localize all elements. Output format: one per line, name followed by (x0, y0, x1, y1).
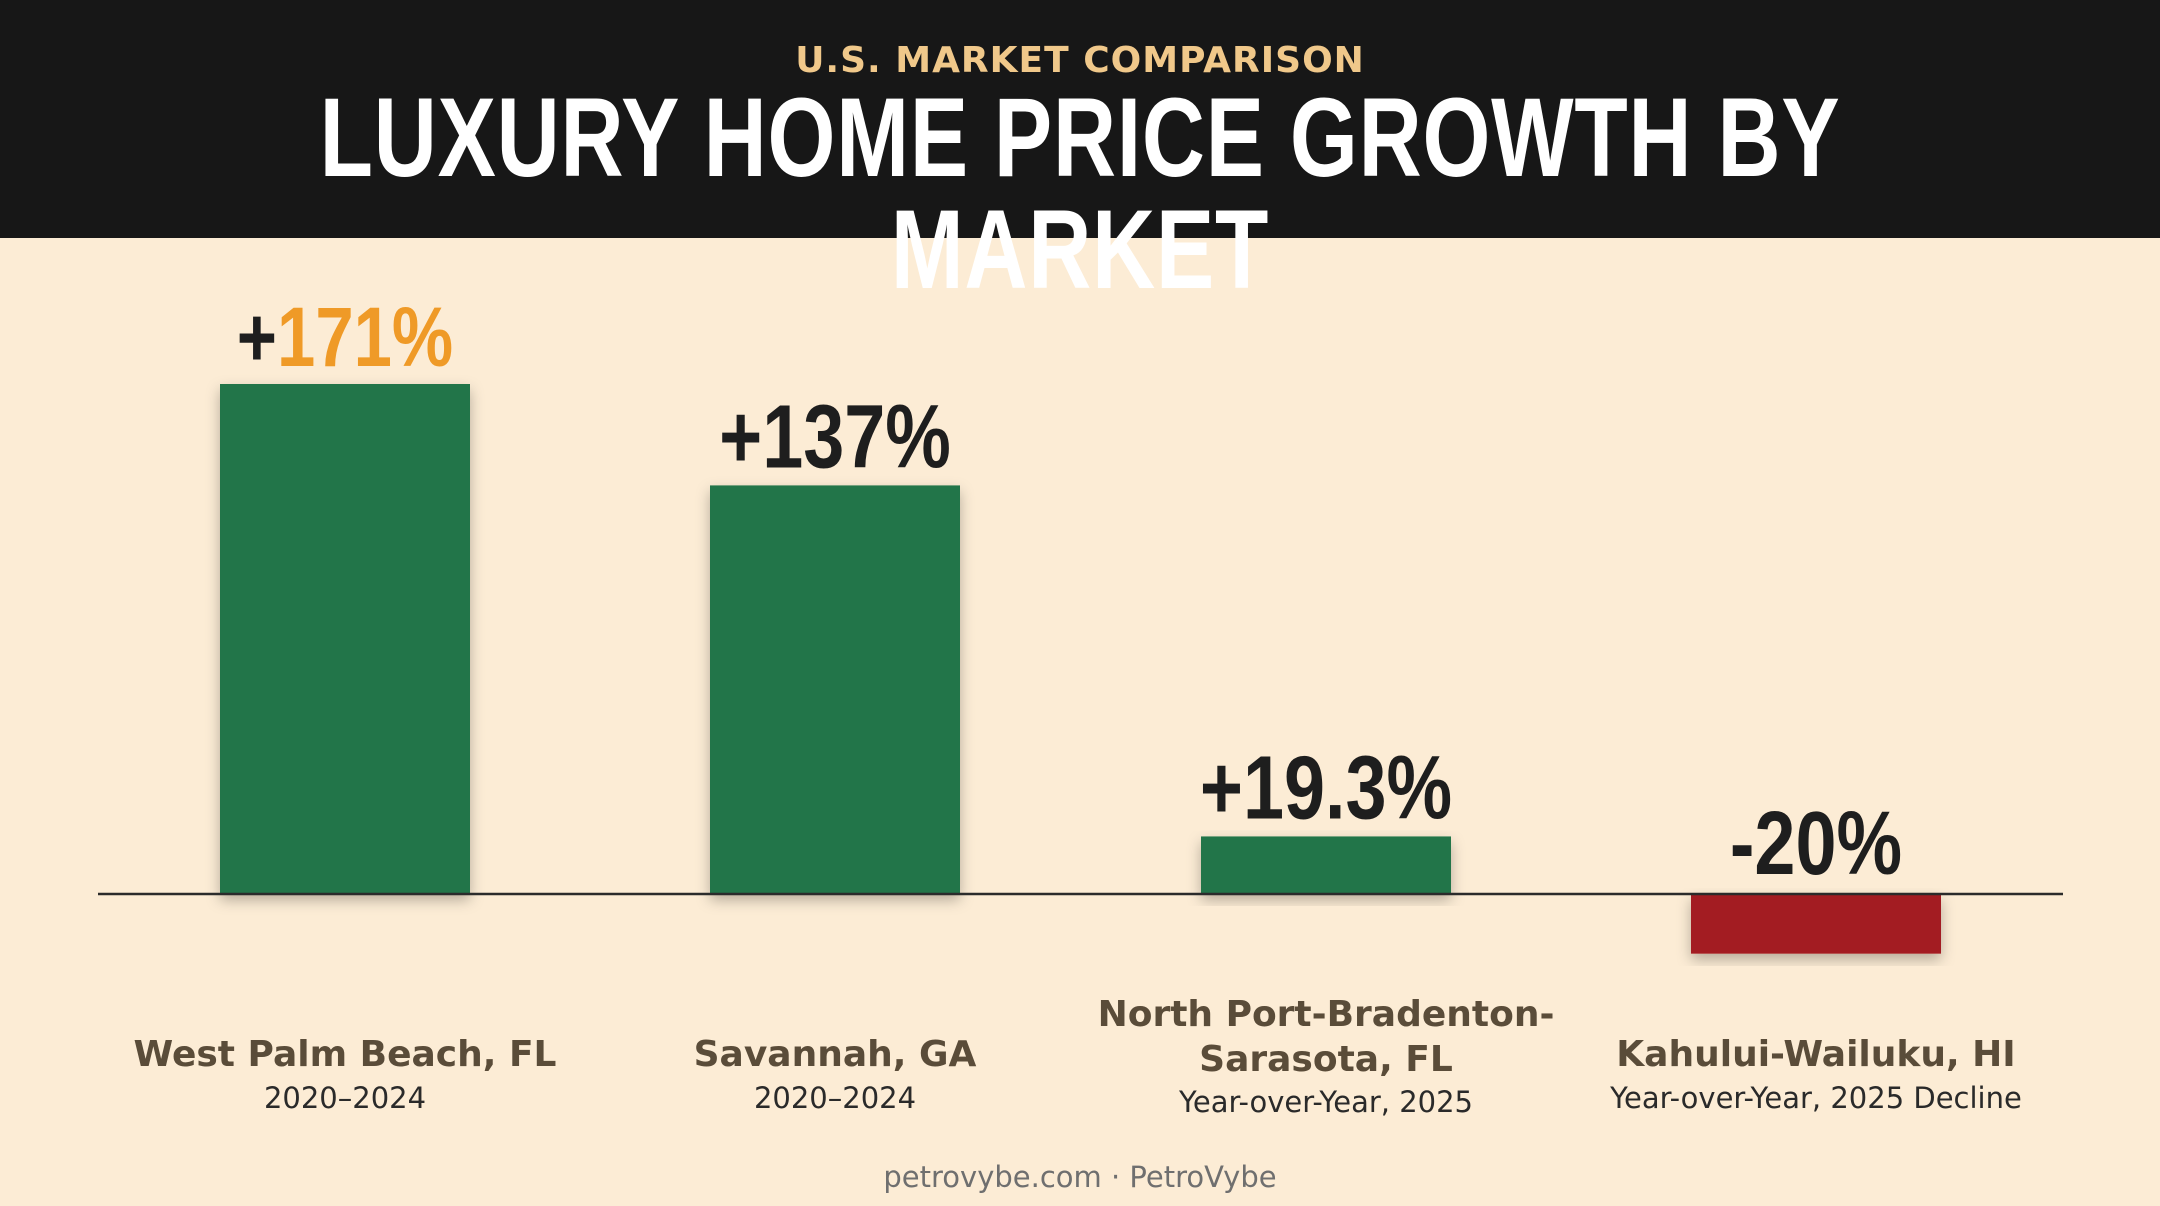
bar-value-label-1: +137% (719, 388, 951, 488)
bar-value-sign-1: + (719, 388, 762, 488)
bar-value-label-0: +171% (237, 291, 453, 385)
category-label-1: Savannah, GA (694, 1034, 977, 1075)
bar-value-number-2: 19.3% (1243, 739, 1452, 839)
category-label-0: West Palm Beach, FL (134, 1034, 557, 1075)
category-label-2-line-1: Sarasota, FL (1199, 1039, 1453, 1080)
header-bar: U.S. MARKET COMPARISON LUXURY HOME PRICE… (0, 0, 2160, 306)
category-label-3: Kahului-Wailuku, HI (1616, 1034, 2015, 1075)
bar-value-label-2: +19.3% (1200, 739, 1452, 839)
category-period-1: 2020–2024 (754, 1081, 916, 1115)
bar-1 (710, 485, 960, 894)
category-period-0: 2020–2024 (264, 1081, 426, 1115)
bar-value-sign-3: - (1730, 794, 1755, 894)
category-label-2-line-0: North Port-Bradenton- (1098, 994, 1555, 1035)
bar-value-sign-0: + (237, 291, 277, 385)
chart-title: LUXURY HOME PRICE GROWTH BY MARKET (319, 75, 1841, 312)
footer-credit: petrovybe.com · PetroVybe (883, 1160, 1277, 1194)
bar-value-number-0: 171% (277, 291, 453, 385)
chart-subtitle: U.S. MARKET COMPARISON (795, 40, 1365, 81)
bar-0 (220, 384, 470, 894)
bar-value-number-1: 137% (762, 388, 951, 488)
bar-2 (1201, 836, 1451, 894)
category-period-2: Year-over-Year, 2025 (1178, 1085, 1473, 1119)
bar-3 (1691, 894, 1941, 954)
bar-value-number-3: 20% (1754, 794, 1902, 894)
bar-value-label-3: -20% (1730, 794, 1902, 894)
category-period-3: Year-over-Year, 2025 Decline (1609, 1081, 2022, 1115)
bar-value-sign-2: + (1200, 739, 1243, 839)
